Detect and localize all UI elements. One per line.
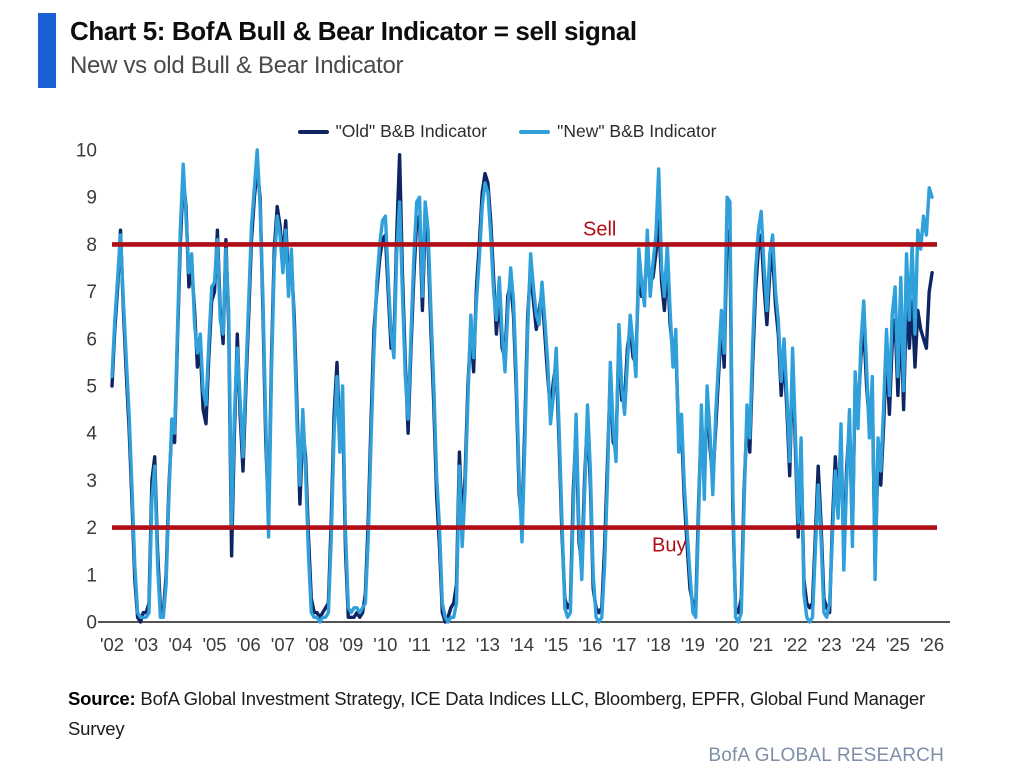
y-axis-tick-label: 2 xyxy=(86,518,97,539)
y-axis-tick-label: 1 xyxy=(86,565,97,586)
y-axis-tick-label: 9 xyxy=(86,188,97,209)
x-axis-tick-label: '25 xyxy=(886,634,910,655)
x-axis-tick-label: '12 xyxy=(442,634,466,655)
x-axis-tick-label: '16 xyxy=(578,634,602,655)
y-axis-tick-label: 4 xyxy=(86,424,97,445)
x-axis-tick-label: '19 xyxy=(681,634,705,655)
x-axis-tick-label: '10 xyxy=(373,634,397,655)
x-axis-tick-label: '22 xyxy=(783,634,807,655)
x-axis-tick-label: '14 xyxy=(510,634,534,655)
y-axis-tick-label: 10 xyxy=(76,141,97,162)
x-axis-tick-label: '11 xyxy=(408,634,431,655)
series-new-line xyxy=(110,148,934,624)
y-axis-tick-label: 6 xyxy=(86,329,97,350)
source-note: Source: BofA Global Investment Strategy,… xyxy=(68,684,928,744)
x-axis-tick-label: '02 xyxy=(100,634,124,655)
x-axis-tick-label: '18 xyxy=(647,634,671,655)
x-axis-tick-label: '20 xyxy=(715,634,739,655)
legend-line-new-icon xyxy=(519,129,551,134)
x-axis-tick-label: '26 xyxy=(920,634,944,655)
legend-label-new: "New" B&B Indicator xyxy=(557,121,717,141)
legend-line-old-icon xyxy=(297,129,329,134)
y-axis-tick-label: 3 xyxy=(86,471,97,492)
chart-subtitle: New vs old Bull & Bear Indicator xyxy=(70,52,404,79)
x-axis-tick-label: '21 xyxy=(749,634,773,655)
x-axis-tick-label: '06 xyxy=(237,634,261,655)
y-axis-tick-label: 5 xyxy=(86,377,97,398)
chart-legend: "Old" B&B Indicator "New" B&B Indicator xyxy=(0,121,1014,142)
y-axis-tick-label: 0 xyxy=(86,613,97,634)
x-axis-tick-label: '15 xyxy=(544,634,568,655)
legend-item-new: "New" B&B Indicator xyxy=(519,121,716,142)
brand-text: BofA GLOBAL RESEARCH xyxy=(708,745,944,766)
source-text: BofA Global Investment Strategy, ICE Dat… xyxy=(68,688,925,739)
x-axis-tick-label: '23 xyxy=(818,634,842,655)
chart-title: Chart 5: BofA Bull & Bear Indicator = se… xyxy=(70,16,637,46)
x-axis-tick-label: '03 xyxy=(134,634,158,655)
source-label: Source: xyxy=(68,688,136,709)
sell-label: Sell xyxy=(583,218,616,240)
title-accent-bar xyxy=(38,13,56,88)
x-axis-tick-label: '24 xyxy=(852,634,876,655)
x-axis-tick-label: '08 xyxy=(305,634,329,655)
legend-label-old: "Old" B&B Indicator xyxy=(335,121,488,141)
x-axis-tick-label: '05 xyxy=(202,634,226,655)
x-axis-tick-label: '07 xyxy=(271,634,295,655)
buy-label: Buy xyxy=(652,535,686,557)
y-axis-tick-label: 8 xyxy=(86,235,97,256)
x-axis-tick-label: '09 xyxy=(339,634,363,655)
legend-item-old: "Old" B&B Indicator xyxy=(297,121,488,142)
y-axis-tick-label: 7 xyxy=(86,282,97,303)
x-axis-tick-label: '17 xyxy=(612,634,636,655)
x-axis-tick-label: '13 xyxy=(476,634,500,655)
x-axis-tick-label: '04 xyxy=(168,634,192,655)
